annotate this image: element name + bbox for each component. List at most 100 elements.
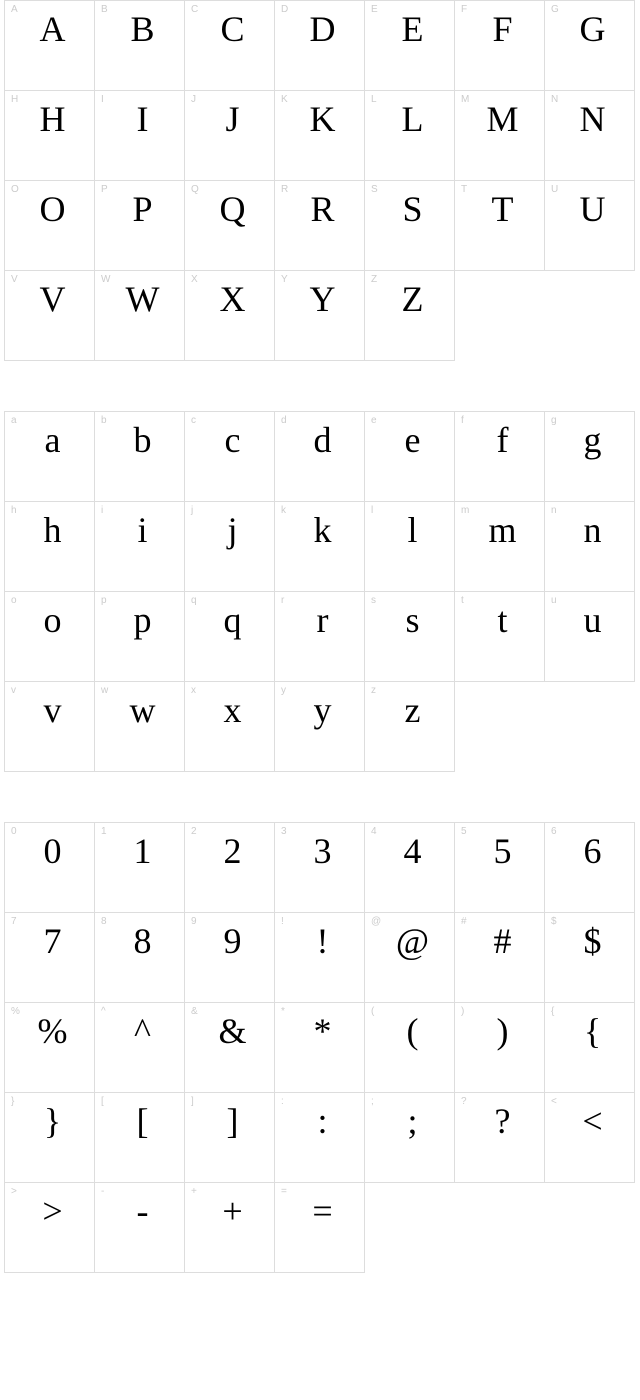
glyph-display: o xyxy=(5,602,94,638)
glyph-cell[interactable]: ww xyxy=(95,682,185,772)
glyph-cell[interactable]: XX xyxy=(185,271,275,361)
glyph-cell[interactable]: QQ xyxy=(185,181,275,271)
glyph-cell[interactable]: ss xyxy=(365,592,455,682)
glyph-cell[interactable]: oo xyxy=(5,592,95,682)
glyph-cell[interactable]: !! xyxy=(275,913,365,1003)
glyph-cell[interactable]: VV xyxy=(5,271,95,361)
glyph-cell[interactable]: WW xyxy=(95,271,185,361)
glyph-cell[interactable]: TT xyxy=(455,181,545,271)
glyph-cell[interactable]: jj xyxy=(185,502,275,592)
glyph-cell[interactable]: 88 xyxy=(95,913,185,1003)
glyph-display: } xyxy=(5,1103,94,1139)
glyph-cell[interactable]: tt xyxy=(455,592,545,682)
glyph-cell[interactable]: [[ xyxy=(95,1093,185,1183)
glyph-display: a xyxy=(5,422,94,458)
glyph-cell[interactable]: 11 xyxy=(95,823,185,913)
glyph-cell[interactable]: ** xyxy=(275,1003,365,1093)
glyph-display: t xyxy=(455,602,544,638)
glyph-cell[interactable]: :: xyxy=(275,1093,365,1183)
glyph-cell[interactable]: 44 xyxy=(365,823,455,913)
glyph-cell[interactable]: ++ xyxy=(185,1183,275,1273)
glyph-display: A xyxy=(5,11,94,47)
glyph-cell[interactable]: RR xyxy=(275,181,365,271)
glyph-display: h xyxy=(5,512,94,548)
glyph-cell[interactable]: aa xyxy=(5,412,95,502)
glyph-cell[interactable]: gg xyxy=(545,412,635,502)
glyph-cell[interactable]: SS xyxy=(365,181,455,271)
glyph-cell[interactable]: << xyxy=(545,1093,635,1183)
glyph-cell[interactable]: bb xyxy=(95,412,185,502)
glyph-cell[interactable]: -- xyxy=(95,1183,185,1273)
glyph-cell[interactable]: DD xyxy=(275,1,365,91)
glyph-cell[interactable]: PP xyxy=(95,181,185,271)
glyph-cell[interactable]: JJ xyxy=(185,91,275,181)
glyph-cell[interactable]: CC xyxy=(185,1,275,91)
glyph-cell[interactable]: %% xyxy=(5,1003,95,1093)
glyph-cell[interactable]: ?? xyxy=(455,1093,545,1183)
glyph-cell[interactable]: hh xyxy=(5,502,95,592)
glyph-cell[interactable]: 77 xyxy=(5,913,95,1003)
glyph-cell[interactable]: ff xyxy=(455,412,545,502)
glyph-cell[interactable]: && xyxy=(185,1003,275,1093)
glyph-cell[interactable]: uu xyxy=(545,592,635,682)
glyph-cell[interactable]: kk xyxy=(275,502,365,592)
glyph-display: F xyxy=(455,11,544,47)
glyph-cell[interactable]: HH xyxy=(5,91,95,181)
glyph-cell[interactable]: mm xyxy=(455,502,545,592)
glyph-cell[interactable]: FF xyxy=(455,1,545,91)
glyph-cell[interactable]: EE xyxy=(365,1,455,91)
glyph-display: L xyxy=(365,101,454,137)
glyph-cell[interactable]: YY xyxy=(275,271,365,361)
glyph-cell[interactable]: 66 xyxy=(545,823,635,913)
glyph-cell[interactable]: ]] xyxy=(185,1093,275,1183)
glyph-cell[interactable]: >> xyxy=(5,1183,95,1273)
glyph-cell[interactable]: {{ xyxy=(545,1003,635,1093)
glyph-cell[interactable]: xx xyxy=(185,682,275,772)
glyph-cell[interactable]: yy xyxy=(275,682,365,772)
glyph-cell[interactable]: cc xyxy=(185,412,275,502)
glyph-cell[interactable]: (( xyxy=(365,1003,455,1093)
glyph-cell[interactable]: BB xyxy=(95,1,185,91)
glyph-cell[interactable]: nn xyxy=(545,502,635,592)
glyph-cell[interactable]: dd xyxy=(275,412,365,502)
glyph-cell[interactable]: OO xyxy=(5,181,95,271)
glyph-cell[interactable]: $$ xyxy=(545,913,635,1003)
glyph-cell[interactable]: ee xyxy=(365,412,455,502)
glyph-display: 7 xyxy=(5,923,94,959)
glyph-cell[interactable]: )) xyxy=(455,1003,545,1093)
glyph-display: + xyxy=(185,1193,274,1229)
glyph-cell[interactable]: 99 xyxy=(185,913,275,1003)
glyph-cell[interactable]: ZZ xyxy=(365,271,455,361)
glyph-cell[interactable]: zz xyxy=(365,682,455,772)
glyph-cell[interactable]: 00 xyxy=(5,823,95,913)
glyph-cell[interactable]: NN xyxy=(545,91,635,181)
glyph-cell[interactable]: GG xyxy=(545,1,635,91)
glyph-cell[interactable]: }} xyxy=(5,1093,95,1183)
glyph-display: @ xyxy=(365,923,454,959)
glyph-cell[interactable]: UU xyxy=(545,181,635,271)
glyph-cell[interactable]: == xyxy=(275,1183,365,1273)
glyph-cell[interactable]: @@ xyxy=(365,913,455,1003)
glyph-cell[interactable]: KK xyxy=(275,91,365,181)
glyph-cell[interactable]: 22 xyxy=(185,823,275,913)
glyph-cell[interactable]: vv xyxy=(5,682,95,772)
glyph-cell[interactable]: AA xyxy=(5,1,95,91)
glyph-cell[interactable]: ii xyxy=(95,502,185,592)
glyph-cell[interactable]: ^^ xyxy=(95,1003,185,1093)
glyph-cell[interactable]: ll xyxy=(365,502,455,592)
glyph-display: g xyxy=(545,422,634,458)
glyph-cell[interactable]: ## xyxy=(455,913,545,1003)
glyph-display: 4 xyxy=(365,833,454,869)
section-gap xyxy=(0,772,640,822)
glyph-cell[interactable]: qq xyxy=(185,592,275,682)
glyph-cell[interactable]: 33 xyxy=(275,823,365,913)
glyph-cell[interactable]: ;; xyxy=(365,1093,455,1183)
glyph-cell[interactable]: LL xyxy=(365,91,455,181)
glyph-cell[interactable]: II xyxy=(95,91,185,181)
glyph-display: Q xyxy=(185,191,274,227)
glyph-cell[interactable]: pp xyxy=(95,592,185,682)
glyph-cell[interactable]: MM xyxy=(455,91,545,181)
section-gap xyxy=(0,361,640,411)
glyph-cell[interactable]: rr xyxy=(275,592,365,682)
glyph-cell[interactable]: 55 xyxy=(455,823,545,913)
